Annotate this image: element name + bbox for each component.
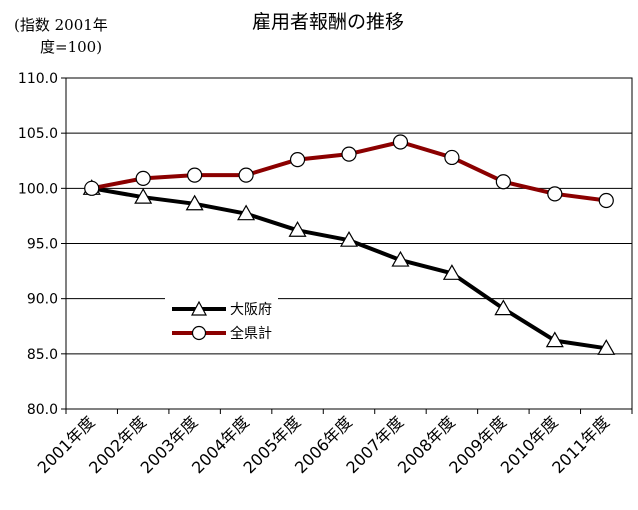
y-axis-unit-line1: (指数 2001年 [14, 16, 108, 34]
legend-marker-osaka [190, 300, 208, 316]
data-point-all-prefectures [547, 186, 563, 202]
legend-box [165, 293, 278, 344]
data-point-all-prefectures [135, 170, 151, 187]
x-tick-label: 2011年度 [548, 412, 613, 477]
data-point-osaka [597, 339, 616, 355]
data-point-all-prefectures [598, 192, 614, 209]
data-point-all-prefectures [289, 152, 306, 168]
series-layer [82, 134, 616, 355]
y-axis-ticks: 110.0 105.0 100.0 95.0 90.0 85.0 80.0 [18, 71, 66, 418]
data-point-osaka [237, 204, 256, 221]
data-point-osaka [288, 221, 307, 237]
data-point-all-prefectures [187, 167, 203, 183]
chart-title: 雇用者報酬の推移 [252, 11, 404, 33]
y-tick-label: 85.0 [27, 347, 58, 363]
y-tick-label: 100.0 [18, 181, 58, 197]
x-axis-ticks: 2001年度2002年度2003年度2004年度2005年度2006年度2007… [34, 409, 633, 477]
legend-label-all-prefectures: 全県計 [230, 325, 272, 342]
data-point-osaka [391, 250, 410, 267]
y-tick-label: 110.0 [18, 71, 58, 87]
data-point-all-prefectures [392, 134, 409, 150]
legend-label-osaka: 大阪府 [230, 302, 272, 318]
data-point-osaka [185, 194, 204, 211]
legend-marker-all-prefectures [191, 325, 207, 341]
data-point-osaka [134, 187, 153, 204]
y-tick-label: 90.0 [27, 292, 58, 308]
data-point-osaka [545, 331, 564, 348]
data-point-osaka [494, 299, 513, 316]
data-point-osaka [339, 230, 359, 247]
data-point-all-prefectures [444, 149, 460, 166]
legend: 大阪府 全県計 [165, 293, 278, 344]
data-point-all-prefectures [84, 180, 100, 196]
data-point-all-prefectures [238, 167, 254, 183]
data-point-osaka [442, 264, 461, 280]
y-axis-unit-line2: 度=100) [40, 38, 102, 56]
y-tick-label: 105.0 [18, 126, 58, 142]
data-point-all-prefectures [341, 146, 357, 162]
y-tick-label: 95.0 [27, 237, 58, 253]
y-tick-label: 80.0 [27, 402, 58, 418]
data-point-all-prefectures [495, 174, 511, 190]
